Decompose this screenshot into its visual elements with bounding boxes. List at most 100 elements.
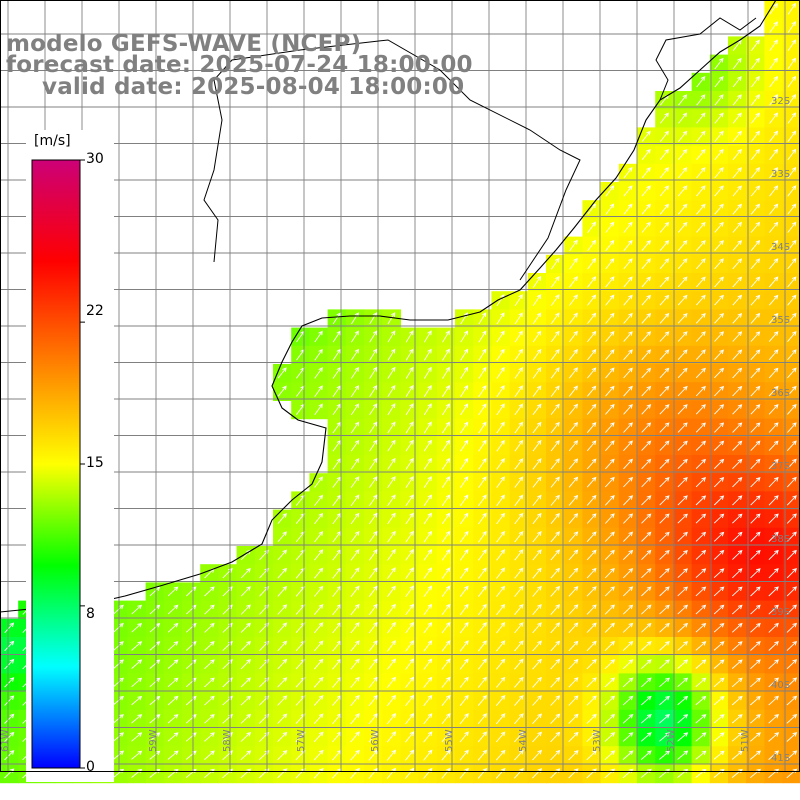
wind-arrow <box>441 439 451 452</box>
wind-arrow <box>787 75 797 88</box>
wind-arrow <box>514 640 524 652</box>
wind-arrow <box>550 476 560 488</box>
wind-arrow <box>314 367 323 379</box>
wind-arrow <box>677 385 688 397</box>
valid-date: valid date: 2025-08-04 18:00:00 <box>42 74 465 100</box>
colorbar-units: [m/s] <box>32 133 73 149</box>
wind-arrow <box>277 677 288 688</box>
wind-arrow <box>786 586 797 597</box>
wind-arrow <box>640 641 652 651</box>
wind-arrow <box>714 130 724 142</box>
wind-arrow <box>478 330 487 343</box>
wind-arrow <box>532 385 542 397</box>
wind-arrow <box>714 148 724 160</box>
wind-arrow <box>550 440 560 452</box>
wind-arrow <box>204 677 215 688</box>
wind-arrow <box>677 568 688 579</box>
wind-arrow <box>532 695 542 706</box>
wind-arrow <box>659 130 669 142</box>
wind-arrow <box>696 294 706 306</box>
wind-arrow <box>641 258 651 270</box>
wind-arrow <box>587 312 597 324</box>
wind-arrow <box>750 641 761 651</box>
colorbar-tick-15: 15 <box>86 455 104 471</box>
wind-arrow <box>368 530 378 543</box>
wind-arrow <box>368 658 378 670</box>
wind-arrow <box>314 567 324 579</box>
wind-arrow <box>441 585 451 598</box>
wind-arrow <box>222 568 233 579</box>
wind-arrow <box>113 714 124 724</box>
wind-arrow <box>732 331 743 342</box>
wind-arrow <box>677 440 688 451</box>
wind-arrow <box>350 366 360 379</box>
wind-arrow <box>696 76 706 88</box>
wind-arrow <box>604 677 616 688</box>
wind-arrow <box>167 714 179 724</box>
wind-arrow <box>641 422 652 433</box>
wind-arrow <box>496 458 505 470</box>
wind-arrow <box>787 39 796 52</box>
wind-arrow <box>641 568 652 579</box>
coastline <box>0 0 777 613</box>
wind-arrow <box>532 367 542 379</box>
wind-arrow <box>167 604 179 615</box>
wind-arrow <box>478 312 487 325</box>
wind-arrow <box>441 494 451 507</box>
wind-arrow <box>641 203 651 215</box>
wind-arrow <box>786 695 798 706</box>
wind-arrow <box>677 622 688 633</box>
wind-arrow <box>459 567 469 579</box>
wind-arrow <box>368 694 378 707</box>
wind-arrow <box>368 713 378 725</box>
wind-arrow <box>568 367 578 379</box>
wind-arrow <box>442 421 450 434</box>
wind-arrow <box>714 203 724 215</box>
wind-arrow <box>514 695 524 706</box>
wind-arrow <box>587 221 596 233</box>
wind-arrow <box>441 530 451 543</box>
wind-arrow <box>460 457 469 470</box>
wind-arrow <box>131 604 142 615</box>
wind-arrow <box>641 148 651 161</box>
wind-arrow <box>569 239 578 252</box>
wind-arrow <box>277 640 288 652</box>
wind-arrow <box>786 659 798 670</box>
wind-arrow <box>478 585 487 597</box>
wind-arrow <box>677 732 689 742</box>
wind-arrow <box>350 530 360 543</box>
wind-arrow <box>732 385 743 397</box>
wind-arrow <box>640 695 652 706</box>
wind-arrow <box>586 476 597 488</box>
latitude-label: 37S <box>771 461 790 472</box>
wind-arrow <box>769 130 779 142</box>
wind-arrow <box>713 641 725 651</box>
wind-arrow <box>677 404 688 415</box>
wind-arrow <box>641 604 652 615</box>
wind-arrow <box>477 676 487 688</box>
wind-arrow <box>350 385 360 397</box>
wind-arrow <box>695 495 707 506</box>
wind-arrow <box>750 349 761 361</box>
wind-arrow <box>350 421 360 434</box>
wind-arrow <box>240 677 251 688</box>
wind-arrow <box>768 312 779 324</box>
wind-arrow <box>405 567 414 579</box>
wind-arrow <box>696 258 706 270</box>
latitude-label: 41S <box>771 753 790 764</box>
wind-arrow <box>277 658 288 670</box>
wind-arrow <box>604 513 615 524</box>
wind-arrow <box>386 731 396 743</box>
wind-arrow <box>714 422 725 433</box>
wind-arrow <box>350 749 360 761</box>
wind-arrow <box>623 258 633 270</box>
wind-arrow <box>441 640 451 652</box>
wind-arrow <box>622 568 634 579</box>
wind-arrow <box>550 348 560 361</box>
wind-arrow <box>659 732 670 742</box>
wind-arrow <box>459 713 469 725</box>
wind-arrow <box>113 677 124 688</box>
wind-arrow <box>731 695 743 706</box>
wind-arrow <box>714 367 725 379</box>
colorbar-tick-0: 0 <box>86 759 95 775</box>
